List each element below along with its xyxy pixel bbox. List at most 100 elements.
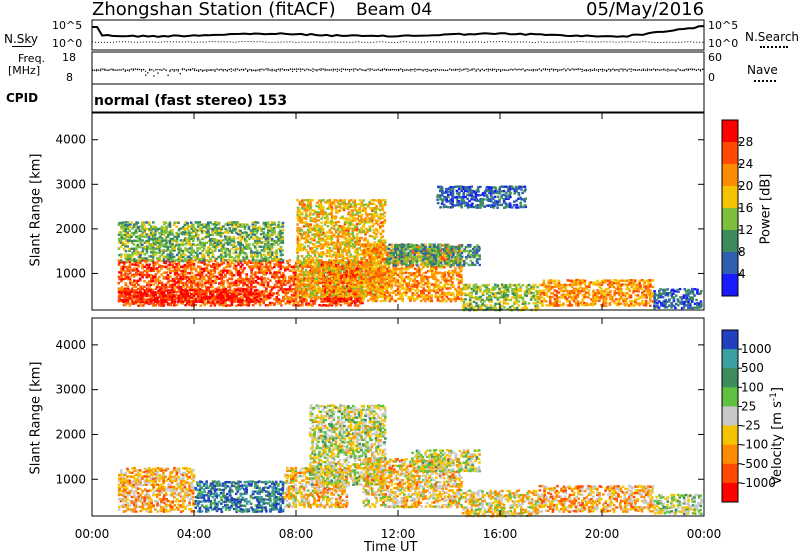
echo-cell xyxy=(168,223,172,226)
echo-cell xyxy=(272,292,276,295)
echo-cell xyxy=(220,248,223,251)
echo-cell xyxy=(320,263,323,267)
echo-cell xyxy=(168,298,172,301)
echo-cell xyxy=(192,292,195,295)
nave-point xyxy=(687,69,689,71)
echo-cell xyxy=(354,228,357,232)
echo-cell xyxy=(165,259,168,263)
echo-cell xyxy=(187,301,191,304)
echo-cell xyxy=(187,229,191,233)
echo-cell xyxy=(243,267,246,270)
echo-cell xyxy=(154,279,158,282)
echo-cell xyxy=(236,296,240,300)
echo-cell xyxy=(252,273,255,276)
echo-cell xyxy=(368,213,371,216)
echo-cell xyxy=(364,279,368,282)
echo-cell xyxy=(243,288,246,291)
echo-cell xyxy=(343,198,347,202)
echo-cell xyxy=(334,251,338,254)
echo-cell xyxy=(316,275,319,278)
echo-cell xyxy=(319,205,323,208)
echo-cell xyxy=(249,232,253,235)
echo-cell xyxy=(282,297,285,301)
echo-cell xyxy=(184,304,187,307)
echo-cell xyxy=(233,223,236,226)
echo-cell xyxy=(268,233,271,237)
echo-cell xyxy=(124,234,127,237)
nave-point xyxy=(206,70,208,72)
echo-cell xyxy=(126,289,130,293)
echo-cell xyxy=(309,223,313,226)
echo-cell xyxy=(158,301,162,305)
echo-cell xyxy=(296,285,300,288)
echo-cell xyxy=(224,255,228,258)
echo-cell xyxy=(233,263,236,266)
echo-cell xyxy=(199,275,202,278)
echo-cell xyxy=(354,299,357,303)
echo-cell xyxy=(222,279,226,283)
echo-cell xyxy=(322,279,325,282)
echo-cell xyxy=(199,298,202,301)
echo-cell xyxy=(268,301,272,305)
echo-cell xyxy=(138,237,142,241)
echo-cell xyxy=(330,226,333,230)
echo-cell xyxy=(145,289,148,292)
echo-cell xyxy=(311,277,315,280)
freq-point xyxy=(577,68,579,70)
echo-cell xyxy=(203,303,207,307)
nave-point xyxy=(638,69,640,71)
echo-cell xyxy=(234,265,238,268)
echo-cell xyxy=(249,285,253,289)
echo-cell xyxy=(322,207,325,210)
echo-cell xyxy=(279,284,283,287)
echo-cell xyxy=(135,291,138,294)
echo-cell xyxy=(330,285,333,288)
freq-point xyxy=(347,68,349,71)
freq-point xyxy=(581,68,583,71)
echo-cell xyxy=(246,296,249,299)
echo-cell xyxy=(260,229,263,232)
echo-cell xyxy=(351,210,354,214)
echo-cell xyxy=(319,203,323,206)
nave-point xyxy=(112,69,114,71)
freq-point xyxy=(153,75,155,77)
echo-cell xyxy=(158,300,162,303)
echo-cell xyxy=(205,297,209,300)
echo-cell xyxy=(228,249,231,253)
freq-point xyxy=(269,69,271,71)
nave-point xyxy=(410,70,412,72)
echo-cell xyxy=(277,293,280,296)
echo-cell xyxy=(200,229,204,233)
freq-point xyxy=(293,68,296,70)
echo-cell xyxy=(307,286,311,290)
echo-cell xyxy=(258,261,262,264)
echo-cell xyxy=(277,247,281,251)
echo-cell xyxy=(211,294,214,298)
echo-cell xyxy=(118,261,121,264)
echo-cell xyxy=(135,235,138,239)
echo-cell xyxy=(179,269,183,273)
echo-cell xyxy=(235,304,238,307)
echo-cell xyxy=(194,244,197,247)
echo-cell xyxy=(197,281,200,284)
echo-cell xyxy=(347,261,350,264)
echo-cell xyxy=(359,215,363,218)
echo-cell xyxy=(160,294,164,298)
freq-point xyxy=(410,68,412,71)
echo-cell xyxy=(313,269,316,272)
echo-cell xyxy=(140,294,144,298)
echo-cell xyxy=(255,231,259,234)
echo-cell xyxy=(197,225,200,228)
echo-cell xyxy=(281,290,285,293)
echo-cell xyxy=(239,236,243,239)
echo-cell xyxy=(343,292,346,295)
echo-cell xyxy=(254,298,257,302)
echo-cell xyxy=(341,203,344,206)
echo-cell xyxy=(359,273,363,276)
echo-cell xyxy=(160,227,164,230)
nave-point xyxy=(222,70,224,72)
echo-cell xyxy=(141,247,145,250)
nsearch-label: N.Search xyxy=(745,30,800,44)
echo-cell xyxy=(207,286,210,289)
echo-cell xyxy=(309,303,313,307)
